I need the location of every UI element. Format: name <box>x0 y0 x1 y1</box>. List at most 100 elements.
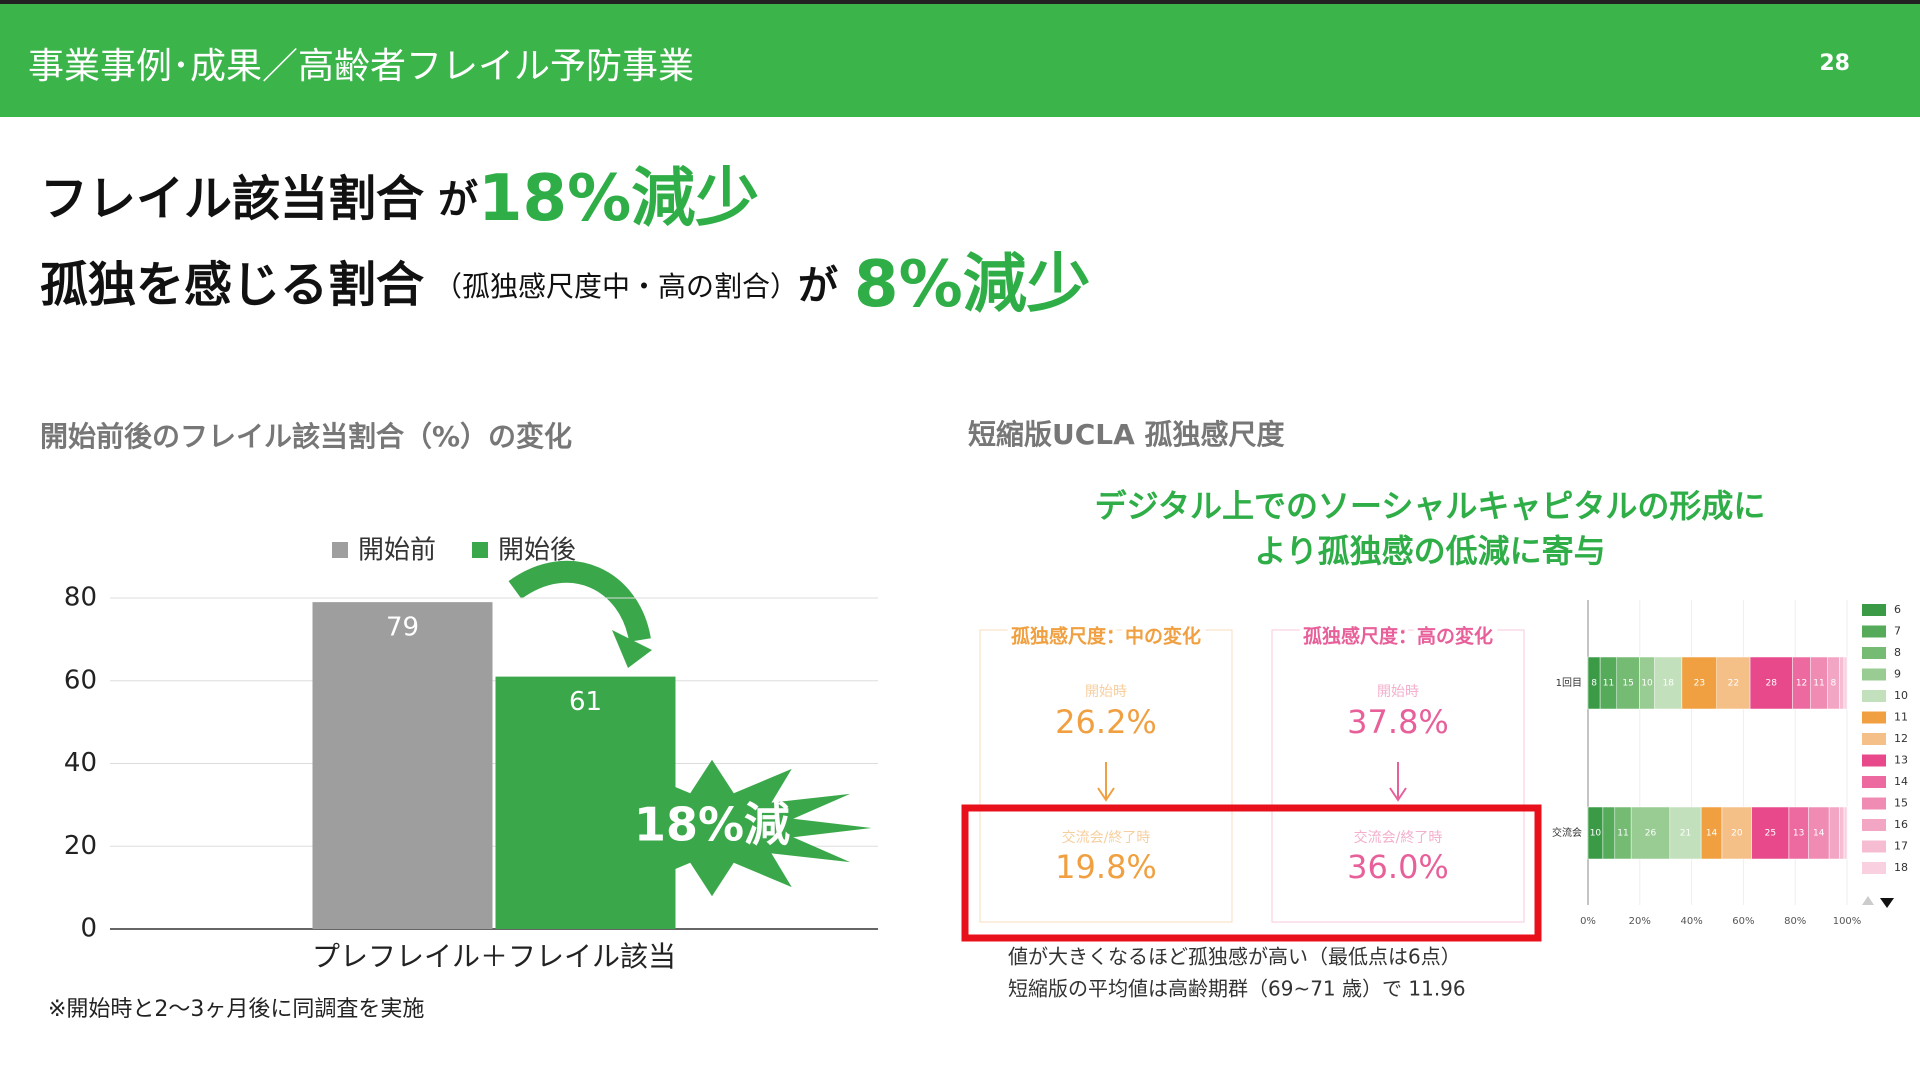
headline-2: 孤独を感じる割合 （孤独感尺度中・高の割合）が 8%減少 <box>40 248 1091 322</box>
before-label: 開始時 <box>1377 684 1419 700</box>
segment-label: 28 <box>1766 679 1778 689</box>
x-tick-label: 80% <box>1784 916 1806 927</box>
scroll-up <box>1862 896 1874 905</box>
legend-label: 17 <box>1894 840 1908 853</box>
annotation: 18%減 <box>634 798 790 852</box>
before-value: 37.8% <box>1347 703 1449 741</box>
legend-label: 13 <box>1894 754 1908 767</box>
bar <box>312 602 493 929</box>
box-title: 孤独感尺度：高の変化 <box>1303 625 1493 648</box>
legend-swatch <box>1862 690 1886 702</box>
after-value: 19.8% <box>1055 848 1157 886</box>
legend-label: 10 <box>1894 689 1908 702</box>
headline-result: 8%減少 <box>854 248 1091 322</box>
legend-swatch <box>1862 647 1886 659</box>
segment <box>1654 656 1683 710</box>
legend-swatch <box>1862 604 1886 616</box>
x-tick-label: プレフレイル＋フレイル該当 <box>312 940 676 973</box>
legend-label: 7 <box>1894 625 1901 638</box>
x-tick-label: 20% <box>1629 916 1651 927</box>
segment <box>1843 656 1848 710</box>
legend-swatch <box>1862 668 1886 681</box>
right-message: デジタル上でのソーシャルキャピタルの形成に <box>1095 487 1766 525</box>
change-box <box>1271 629 1525 923</box>
y-tick-label: 0 <box>80 914 97 944</box>
segment-label: 8 <box>1831 679 1837 689</box>
headline-label: フレイル該当割合 <box>40 171 424 227</box>
row-label: 1回目 <box>1556 677 1582 689</box>
segment-label: 15 <box>1622 679 1633 689</box>
box-title: 孤独感尺度：中の変化 <box>1011 625 1201 648</box>
note: 短縮版の平均値は高齢期群（69~71 歳）で 11.96 <box>1008 977 1466 1001</box>
legend-label: 12 <box>1894 732 1908 745</box>
row-label: 交流会 <box>1552 826 1582 839</box>
after-label: 交流会/終了時 <box>1062 829 1151 846</box>
header-title: 事業事例･成果／高齢者フレイル予防事業 <box>28 46 694 87</box>
after-label: 交流会/終了時 <box>1354 829 1443 846</box>
legend-swatch <box>332 542 348 558</box>
segment-label: 11 <box>1603 679 1614 689</box>
legend-label: 6 <box>1894 603 1901 616</box>
headline-1: フレイル該当割合 が18%減少 <box>40 162 759 236</box>
segment <box>1839 656 1845 710</box>
legend-label: 開始前 <box>358 536 436 566</box>
top-edge <box>0 0 1920 4</box>
right-message: より孤独感の低減に寄与 <box>1254 532 1605 570</box>
legend-swatch <box>1862 840 1886 853</box>
legend-label: 18 <box>1894 861 1908 874</box>
headline-label: 孤独を感じる割合 <box>40 257 424 313</box>
footnote: ※開始時と2〜3ヶ月後に同調査を実施 <box>48 997 424 1022</box>
down-arrow-head <box>1097 787 1115 802</box>
starburst <box>552 759 872 897</box>
legend-label: 16 <box>1894 818 1908 831</box>
headline-result: 18%減少 <box>478 162 759 236</box>
segment-label: 14 <box>1813 829 1825 839</box>
right-caption: 短縮版UCLA 孤独感尺度 <box>968 418 1285 451</box>
headline-connector: が <box>798 263 838 309</box>
segment-label: 20 <box>1731 829 1743 839</box>
down-arrow-head <box>1389 787 1407 802</box>
value-label: 79 <box>386 613 419 643</box>
curved-arrow-head <box>612 630 652 668</box>
segment-label: 26 <box>1645 829 1657 839</box>
legend-label: 15 <box>1894 797 1908 810</box>
before-label: 開始時 <box>1085 684 1127 700</box>
headline-note: （孤独感尺度中・高の割合） <box>434 270 798 303</box>
value-label: 61 <box>569 687 602 717</box>
segment <box>1843 806 1848 860</box>
segment-label: 11 <box>1813 679 1824 689</box>
change-box <box>979 629 1233 923</box>
segment-label: 18 <box>1663 679 1675 689</box>
segment <box>1716 656 1751 710</box>
y-tick-label: 60 <box>64 665 97 695</box>
x-tick-label: 40% <box>1680 916 1702 927</box>
segment <box>1721 806 1752 860</box>
segment-label: 23 <box>1694 679 1705 689</box>
segment-label: 11 <box>1617 829 1628 839</box>
segment-label: 14 <box>1706 829 1718 839</box>
segment-label: 12 <box>1796 679 1807 689</box>
segment-label: 10 <box>1641 679 1653 689</box>
segment-label: 10 <box>1590 829 1602 839</box>
legend-swatch <box>1862 754 1886 767</box>
legend-swatch <box>1862 711 1886 724</box>
scroll-down <box>1880 898 1894 908</box>
segment <box>1669 806 1702 860</box>
legend-swatch <box>1862 733 1886 745</box>
segment-label: 22 <box>1728 679 1739 689</box>
curved-arrow <box>508 560 651 643</box>
note: 値が大きくなるほど孤独感が高い（最低点は6点） <box>1008 945 1461 969</box>
legend-swatch <box>1862 797 1886 810</box>
page-number: 28 <box>1819 51 1850 76</box>
y-tick-label: 80 <box>64 583 97 613</box>
y-tick-label: 40 <box>64 748 97 778</box>
segment <box>1751 806 1790 860</box>
legend-swatch <box>472 542 488 558</box>
segment <box>1839 806 1845 860</box>
legend-label: 14 <box>1894 775 1908 788</box>
segment-label: 13 <box>1793 829 1804 839</box>
left-caption: 開始前後のフレイル該当割合（%）の変化 <box>40 420 572 453</box>
segment <box>1630 806 1671 860</box>
y-tick-label: 20 <box>64 831 97 861</box>
